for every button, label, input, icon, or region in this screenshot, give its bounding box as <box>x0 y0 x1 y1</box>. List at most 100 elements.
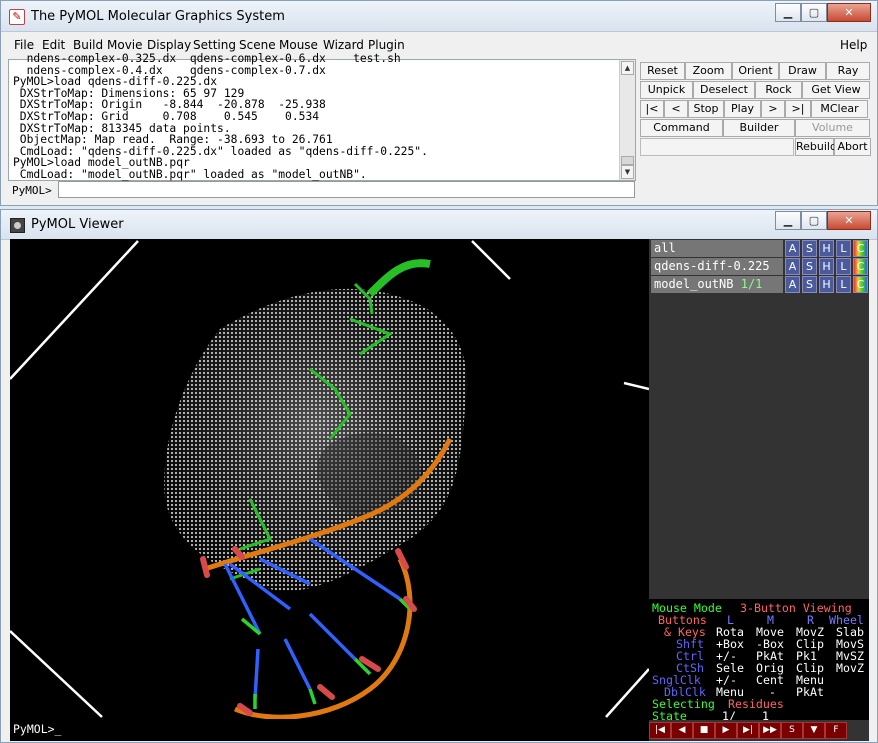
label-button[interactable]: L <box>836 258 851 275</box>
show-button[interactable]: S <box>802 276 817 293</box>
scroll-thumb[interactable] <box>621 156 634 165</box>
viewer-prompt-bar[interactable]: PyMOL>_ <box>10 719 649 741</box>
first-frame-icon[interactable]: |◀ <box>649 722 671 739</box>
collapse-icon[interactable]: ▼ <box>803 722 825 739</box>
pymol-main-window: ✎ The PyMOL Molecular Graphics System ▁ … <box>0 0 878 206</box>
object-name[interactable]: qdens-diff-0.225 <box>651 258 783 275</box>
output-console[interactable]: ndens-complex-0.325.dx qdens-complex-0.6… <box>8 53 636 181</box>
button-panel-spacer <box>640 138 794 156</box>
menu-file[interactable]: File <box>14 38 35 52</box>
col-l: L <box>727 613 734 627</box>
menu-setting[interactable]: Setting <box>193 38 236 52</box>
binding-cell: Slab <box>836 625 864 639</box>
minimize-icon[interactable]: ▁ <box>775 211 801 230</box>
dna-phosphates <box>200 546 417 716</box>
mouse-mode-panel[interactable]: Mouse Mode 3-Button Viewing Buttons L M … <box>649 599 869 722</box>
rewind-button[interactable]: |< <box>640 100 664 118</box>
viewer-titlebar[interactable]: PyMOL Viewer ▁ ▢ ✕ <box>1 210 877 240</box>
rock-button[interactable]: Rock <box>755 81 802 99</box>
dna-bases <box>223 537 412 709</box>
label-button[interactable]: L <box>836 240 851 257</box>
binding-cell: Clip <box>796 637 824 651</box>
mouse-mode-value[interactable]: 3-Button Viewing <box>740 601 852 615</box>
action-button[interactable]: A <box>785 240 800 257</box>
command-input[interactable] <box>58 181 635 198</box>
reset-button[interactable]: Reset <box>640 62 685 80</box>
show-button[interactable]: S <box>802 240 817 257</box>
action-button[interactable]: A <box>785 258 800 275</box>
object-name[interactable]: all <box>651 240 783 257</box>
forward-button[interactable]: > <box>761 100 785 118</box>
color-button[interactable]: C <box>853 276 868 293</box>
play-icon[interactable]: ▶ <box>715 722 737 739</box>
rebuild-button[interactable]: Rebuild <box>795 138 837 156</box>
show-button[interactable]: S <box>802 258 817 275</box>
keys-label: & Keys <box>664 625 706 639</box>
stop-icon[interactable]: ■ <box>693 722 715 739</box>
object-panel: all A S H L C qdens-diff-0.225 A S H L C… <box>649 239 869 599</box>
orient-button[interactable]: Orient <box>732 62 779 80</box>
3d-viewport[interactable] <box>10 239 649 719</box>
draw-button[interactable]: Draw <box>779 62 826 80</box>
fullscreen-icon[interactable]: F <box>825 722 847 739</box>
color-button[interactable]: C <box>853 258 868 275</box>
menu-wizard[interactable]: Wizard <box>323 38 364 52</box>
back-button[interactable]: < <box>664 100 688 118</box>
menu-movie[interactable]: Movie <box>107 38 143 52</box>
selecting-value[interactable]: Residues <box>728 697 784 711</box>
object-row-all[interactable]: all A S H L C <box>651 240 868 257</box>
mclear-button[interactable]: MClear <box>811 100 868 118</box>
menu-edit[interactable]: Edit <box>42 38 66 52</box>
abort-button[interactable]: Abort <box>834 138 871 156</box>
last-frame-icon[interactable]: ▶▶ <box>759 722 781 739</box>
hide-button[interactable]: H <box>819 240 834 257</box>
scene-icon[interactable]: S <box>781 722 803 739</box>
menu-help[interactable]: Help <box>840 38 868 52</box>
close-icon[interactable]: ✕ <box>827 211 871 230</box>
binding-cell: -Box <box>756 637 784 651</box>
object-row-model-outnb[interactable]: model_outNB 1/1 A S H L C <box>651 276 868 293</box>
ray-button[interactable]: Ray <box>826 62 870 80</box>
prev-frame-icon[interactable]: ◀ <box>671 722 693 739</box>
volume-button[interactable]: Volume <box>795 119 870 137</box>
close-icon[interactable]: ✕ <box>827 3 871 22</box>
get-view-button[interactable]: Get View <box>802 81 870 99</box>
hide-button[interactable]: H <box>819 276 834 293</box>
movie-controls: |◀ ◀ ■ ▶ ▶| ▶▶ S ▼ F <box>649 720 869 741</box>
next-frame-icon[interactable]: ▶| <box>737 722 759 739</box>
hide-button[interactable]: H <box>819 258 834 275</box>
maximize-icon[interactable]: ▢ <box>801 211 827 230</box>
end-button[interactable]: >| <box>785 100 811 118</box>
menu-scene[interactable]: Scene <box>239 38 276 52</box>
binding-cell: +/- <box>716 649 737 663</box>
command-button[interactable]: Command <box>640 119 723 137</box>
binding-cell: Menu <box>716 685 744 699</box>
maximize-icon[interactable]: ▢ <box>801 3 827 22</box>
menu-build[interactable]: Build <box>73 38 104 52</box>
command-line: PyMOL> <box>8 181 636 199</box>
color-button[interactable]: C <box>853 240 868 257</box>
console-scrollbar[interactable]: ▲ ▼ <box>619 60 635 180</box>
minimize-icon[interactable]: ▁ <box>775 3 801 22</box>
main-window-controls: ▁ ▢ ✕ <box>775 3 871 23</box>
scroll-up-icon[interactable]: ▲ <box>621 61 634 75</box>
object-row-qdens-diff[interactable]: qdens-diff-0.225 A S H L C <box>651 258 868 275</box>
pymol-viewer-window: PyMOL Viewer ▁ ▢ ✕ <box>0 209 878 743</box>
modifier-key: Ctrl <box>676 649 704 663</box>
zoom-button[interactable]: Zoom <box>685 62 732 80</box>
main-titlebar[interactable]: ✎ The PyMOL Molecular Graphics System ▁ … <box>1 1 877 32</box>
action-button[interactable]: A <box>785 276 800 293</box>
menu-display[interactable]: Display <box>147 38 192 52</box>
builder-button[interactable]: Builder <box>723 119 795 137</box>
play-button[interactable]: Play <box>724 100 761 118</box>
menu-mouse[interactable]: Mouse <box>279 38 318 52</box>
stop-button[interactable]: Stop <box>688 100 724 118</box>
binding-cell: +Box <box>716 637 744 651</box>
deselect-button[interactable]: Deselect <box>693 81 755 99</box>
scroll-down-icon[interactable]: ▼ <box>621 165 634 179</box>
object-name[interactable]: model_outNB 1/1 <box>651 276 783 293</box>
label-button[interactable]: L <box>836 276 851 293</box>
unpick-button[interactable]: Unpick <box>640 81 693 99</box>
menu-plugin[interactable]: Plugin <box>368 38 405 52</box>
viewer-window-controls: ▁ ▢ ✕ <box>775 211 871 231</box>
